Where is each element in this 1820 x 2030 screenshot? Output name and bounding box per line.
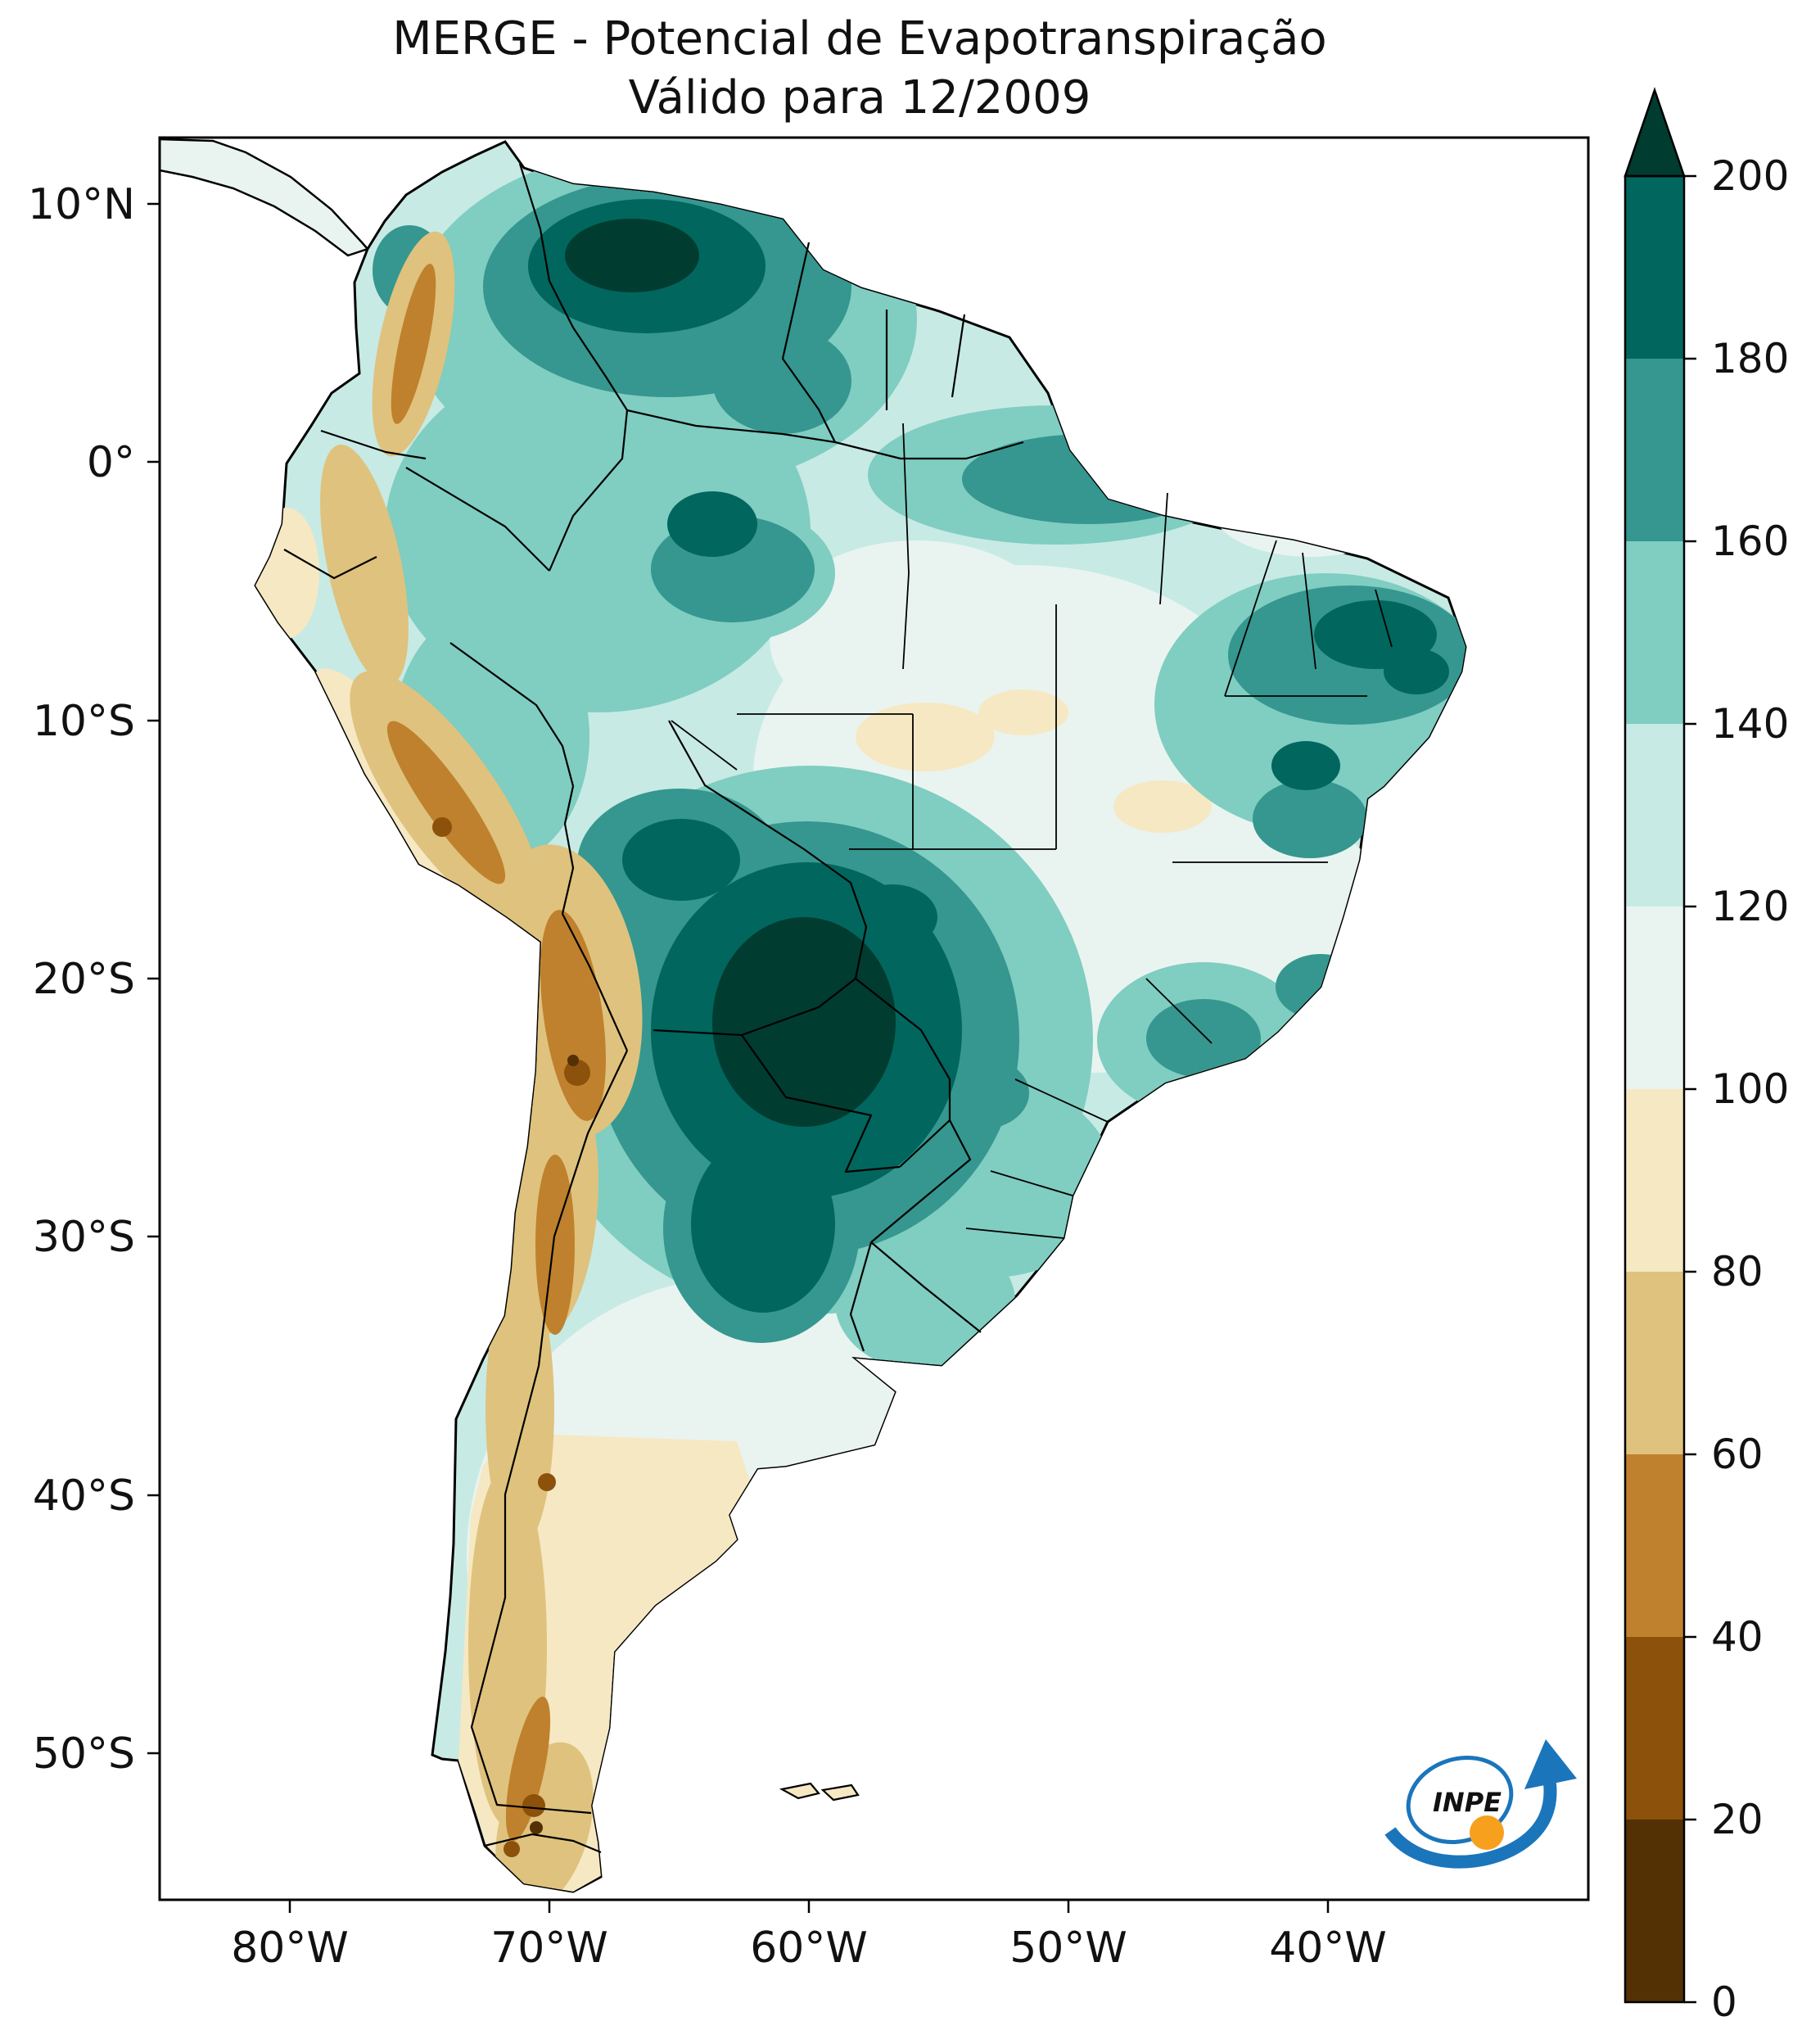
contour-region-teal-dark [1253, 780, 1367, 858]
x-axis-tick-marks [288, 1900, 1330, 1913]
colorbar-segment-20-40 [1625, 1637, 1684, 1820]
state-borders [671, 423, 1393, 1239]
lat-tick-label-20s: 20°S [33, 955, 135, 1004]
colorbar-tick-label-0: 0 [1711, 1978, 1737, 2026]
contour-region-andes-brown [391, 264, 436, 424]
figure-title: MERGE - Potencial de Evapotranspiração [392, 12, 1326, 66]
lon-tick-label-40w: 40°W [1269, 1924, 1387, 1973]
colorbar-segment-140-160 [1625, 541, 1684, 724]
colorbar-tick-label-200: 200 [1711, 152, 1789, 200]
inpe-logo-swoosh [1384, 1783, 1557, 1869]
country-borders [283, 163, 1024, 1815]
contour-region-cream [978, 689, 1068, 735]
contour-region-teal-deep [622, 819, 740, 901]
inpe-logo-orange-dot [1470, 1815, 1504, 1850]
colorbar-tick-label-120: 120 [1711, 883, 1789, 930]
colorbar-segment-80-100 [1625, 1089, 1684, 1272]
contour-region-teal-dark [1146, 999, 1261, 1078]
colorbar-tick-label-160: 160 [1711, 518, 1789, 565]
lon-tick-label-50w: 50°W [1009, 1924, 1127, 1973]
lat-tick-label-10s: 10°S [33, 697, 135, 746]
magellan-strait-line [484, 1833, 602, 1854]
contour-region-teal-dark [1276, 954, 1366, 1020]
figure-subtitle: Válido para 12/2009 [629, 71, 1091, 124]
colorbar-segment-0-20 [1625, 1820, 1684, 2002]
colorbar-segment-120-140 [1625, 724, 1684, 906]
contour-region-cream [255, 508, 319, 639]
lat-tick-label-40s: 40°S [33, 1472, 135, 1521]
inpe-logo: INPE [1384, 1739, 1577, 1869]
contour-region-brown-dark [432, 817, 452, 837]
y-axis-tick-marks [147, 202, 160, 1755]
contour-region-teal-deep [1384, 649, 1449, 694]
colorbar-tick-marks [1684, 174, 1696, 2004]
central-america-landmass [158, 138, 370, 257]
inpe-logo-arrowhead [1524, 1739, 1577, 1789]
lat-tick-label-10n: 10°N [28, 180, 135, 229]
contour-region-brown-dark [564, 1060, 590, 1086]
colorbar-segment-160-180 [1625, 359, 1684, 541]
lat-tick-label-30s: 30°S [33, 1213, 135, 1262]
contour-field [255, 147, 1465, 1892]
contour-region-brown-dark [538, 1473, 556, 1491]
colorbar-segment-60-80 [1625, 1272, 1684, 1454]
colorbar-extend-arrow [1624, 87, 1686, 178]
contour-region-teal-dark [962, 434, 1216, 524]
contour-region-cream [856, 703, 995, 771]
colorbar-tick-label-80: 80 [1711, 1248, 1764, 1295]
colorbar-segment-40-60 [1625, 1454, 1684, 1637]
colorbar: 0 20 40 60 80 100 120 140 160 180 200 [1624, 87, 1789, 2026]
colorbar-tick-label-20: 20 [1711, 1796, 1764, 1843]
contour-region-andes-brown [386, 721, 506, 884]
contour-region-andes-tan [320, 444, 409, 686]
lon-tick-label-60w: 60°W [750, 1924, 868, 1973]
contour-region-teal-max [565, 219, 699, 292]
contour-region-teal-deep [847, 884, 937, 950]
colorbar-tick-label-140: 140 [1711, 700, 1789, 748]
contour-region-teal [835, 1232, 1015, 1372]
lon-tick-label-80w: 80°W [231, 1924, 349, 1973]
contour-region-cream [1113, 780, 1212, 833]
colorbar-segment-180-200 [1625, 176, 1684, 359]
colorbar-tick-label-40: 40 [1711, 1613, 1764, 1661]
contour-region-teal-deep [667, 491, 757, 557]
contour-region-pale [1212, 459, 1408, 557]
contour-region-teal-deep [1271, 741, 1340, 790]
contour-region-brown-dark [504, 1841, 520, 1857]
contour-region-brown-darkest [567, 1055, 579, 1066]
map-frame [158, 136, 1590, 1901]
contour-region-andes-brown [535, 1155, 575, 1335]
contour-region-pale [770, 540, 1064, 737]
contour-region-teal-max [712, 917, 896, 1127]
contour-region-andes-brown [505, 1696, 551, 1842]
lon-tick-label-70w: 70°W [490, 1924, 608, 1973]
contour-region-teal-deep [691, 1136, 835, 1313]
colorbar-tick-label-100: 100 [1711, 1065, 1789, 1113]
contour-region-brown-dark [522, 1794, 545, 1817]
contour-region-brown-darkest [530, 1821, 543, 1834]
falkland-islands [779, 1782, 860, 1802]
colorbar-segment-100-120 [1625, 906, 1684, 1089]
lat-tick-label-0: 0° [87, 438, 135, 487]
colorbar-tick-label-60: 60 [1711, 1431, 1764, 1478]
lat-tick-label-50s: 50°S [33, 1729, 135, 1779]
inpe-logo-text: INPE [1433, 1787, 1502, 1818]
contour-region-teal-dark [712, 328, 851, 434]
colorbar-tick-label-180: 180 [1711, 335, 1789, 382]
